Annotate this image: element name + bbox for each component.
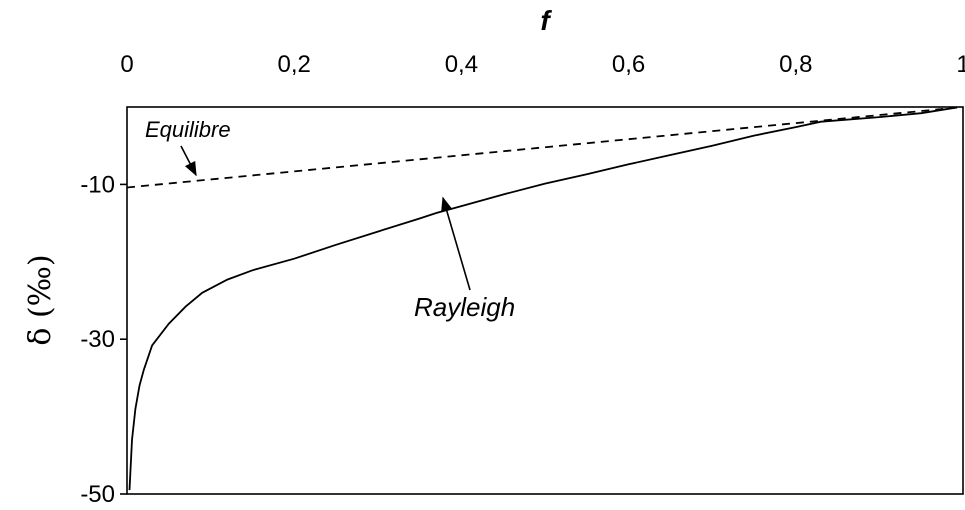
annotation-equilibre-arrow — [180, 145, 197, 177]
series-line-equilibre — [126, 106, 964, 189]
x-axis-title: f — [540, 5, 552, 36]
x-tick-label: 0,6 — [612, 51, 645, 78]
y-tick-label: -30 — [80, 326, 115, 353]
y-tick-label: -10 — [80, 171, 115, 198]
x-tick-label: 0,8 — [779, 51, 812, 78]
annotation-rayleigh: Rayleigh — [414, 292, 515, 322]
series-line-rayleigh — [128, 106, 955, 491]
x-tick-label: 0,2 — [278, 51, 311, 78]
plot-frame — [126, 106, 964, 495]
x-tick-label: 1 — [956, 51, 965, 78]
y-tick-label: -50 — [80, 481, 115, 508]
y-axis-title: δ (‰) — [23, 254, 58, 345]
series-layer — [126, 106, 964, 491]
x-tick-label: 0,4 — [445, 51, 478, 78]
x-axis-ticks: 0 0,2 0,4 0,6 0,8 1 — [120, 51, 965, 78]
annotation-equilibre: Equilibre — [145, 117, 231, 142]
y-axis-ticks: -10 -30 -50 — [80, 171, 127, 508]
x-tick-label: 0 — [120, 51, 133, 78]
annotation-rayleigh-arrow — [441, 196, 471, 291]
